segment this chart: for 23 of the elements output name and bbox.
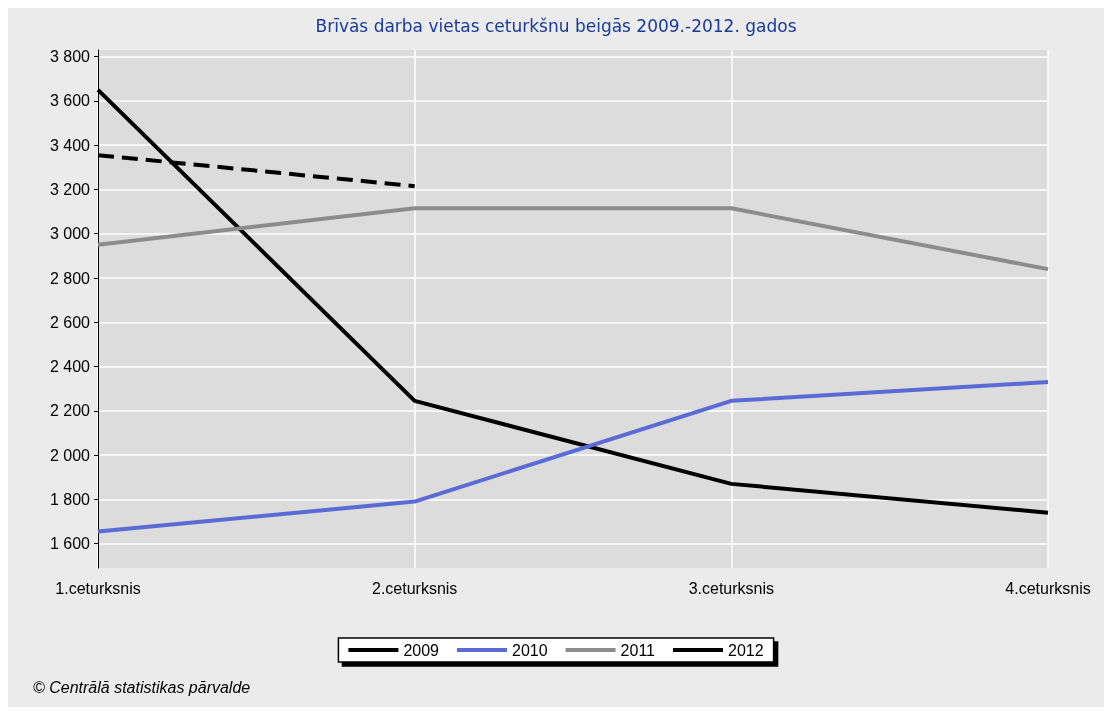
x-tick-label: 4.ceturksnis (1005, 579, 1091, 597)
line-series (96, 380, 1050, 534)
y-tick-label: 2 200 (49, 402, 91, 420)
legend-label: 2011 (620, 641, 656, 659)
y-tick-label: 3 600 (49, 92, 91, 110)
y-tick-label: 3 400 (49, 136, 91, 154)
y-tick-label: 3 000 (49, 225, 91, 243)
x-tick-label: 2.ceturksnis (371, 579, 458, 597)
y-tick-label: 1 800 (49, 490, 91, 508)
x-tick-label: 3.ceturksnis (688, 579, 775, 597)
chart-title: Brīvās darba vietas ceturkšnu beigās 2009.-2012. gados (315, 15, 797, 36)
y-tick-label: 2 400 (49, 358, 91, 376)
legend-label: 2009 (403, 641, 440, 659)
y-tick-label: 2 000 (49, 446, 91, 464)
legend-label: 2012 (728, 641, 764, 659)
y-tick-label: 2 600 (49, 313, 91, 331)
y-tick-label: 1 600 (49, 535, 91, 553)
x-tick-label: 1.ceturksnis (55, 579, 141, 597)
y-tick-label: 2 800 (49, 269, 91, 287)
legend-label: 2010 (512, 641, 548, 659)
y-tick-label: 3 200 (49, 180, 91, 198)
y-tick-label: 3 800 (49, 48, 91, 66)
text: © Centrālā statistikas pārvalde (33, 678, 251, 696)
